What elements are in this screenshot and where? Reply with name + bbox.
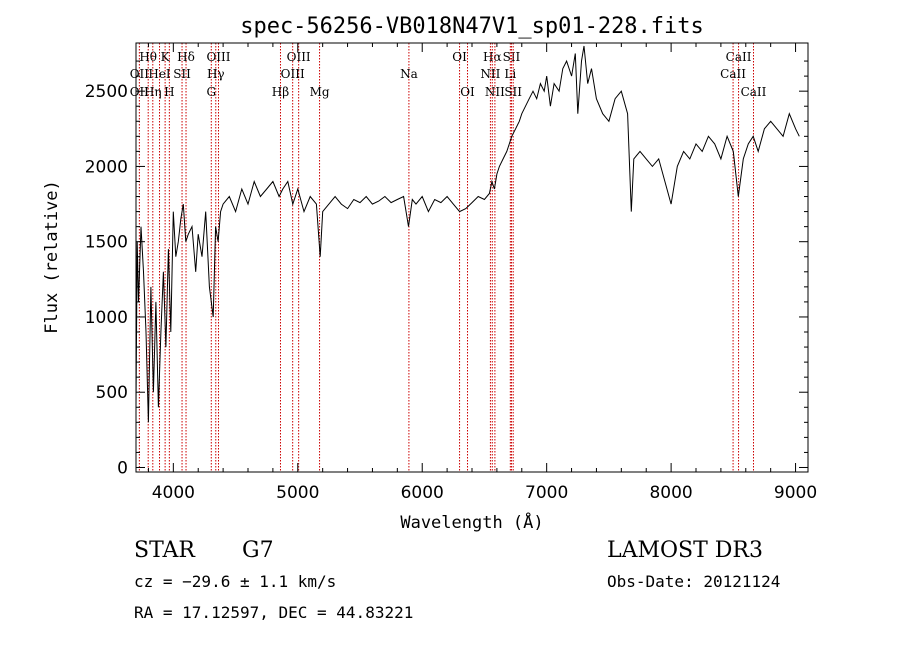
y-tick-label-0: 0 bbox=[117, 458, 128, 478]
y-axis-label: Flux (relative) bbox=[42, 180, 62, 334]
axis-ticks: 4000 5000 6000 7000 8000 9000 0 500 1000 1500 2000… bbox=[85, 43, 817, 503]
marker-label-8: H bbox=[164, 85, 174, 99]
marker-label-13: OIII bbox=[281, 67, 305, 81]
marker-label-3: K bbox=[161, 50, 171, 64]
marker-label-20: SII bbox=[503, 50, 521, 64]
marker-label-24: SII bbox=[504, 85, 522, 99]
marker-label-25: CaII bbox=[726, 50, 752, 64]
object-class: STAR bbox=[134, 538, 195, 563]
observation-date: Obs-Date: 20121124 bbox=[607, 572, 781, 591]
marker-label-4: HeI bbox=[148, 67, 171, 81]
marker-label-7: SII bbox=[173, 67, 191, 81]
marker-label-2: OII bbox=[130, 85, 150, 99]
y-tick-label-5: 2500 bbox=[85, 82, 128, 102]
y-tick-label-3: 1500 bbox=[85, 233, 128, 253]
x-tick-label-0: 4000 bbox=[152, 483, 195, 503]
marker-label-15: Mg bbox=[310, 85, 330, 99]
x-tick-label-5: 9000 bbox=[774, 483, 817, 503]
marker-label-10: Hγ bbox=[207, 67, 225, 81]
x-tick-label-2: 6000 bbox=[401, 483, 444, 503]
marker-label-27: CaII bbox=[741, 85, 767, 99]
x-axis-label: Wavelength (Å) bbox=[400, 511, 543, 533]
marker-label-21: NII bbox=[480, 67, 500, 81]
marker-label-18: OI bbox=[460, 85, 475, 99]
y-tick-label-4: 2000 bbox=[85, 157, 128, 177]
survey-name: LAMOST DR3 bbox=[607, 538, 763, 563]
y-tick-label-2: 1000 bbox=[85, 308, 128, 328]
object-subclass: G7 bbox=[242, 538, 274, 563]
marker-label-22: Li bbox=[504, 67, 516, 81]
marker-label-9: OIII bbox=[206, 50, 230, 64]
marker-label-5: Hη bbox=[144, 85, 162, 99]
marker-label-14: Hβ bbox=[272, 85, 289, 99]
marker-label-0: Hθ bbox=[139, 50, 157, 64]
marker-label-17: OI bbox=[452, 50, 467, 64]
marker-label-12: OIII bbox=[287, 50, 311, 64]
marker-label-1: OII bbox=[130, 67, 150, 81]
y-tick-label-1: 500 bbox=[96, 383, 128, 403]
redshift-value: cz = −29.6 ± 1.1 km/s bbox=[134, 572, 337, 591]
marker-label-23: NII bbox=[485, 85, 505, 99]
x-tick-label-4: 8000 bbox=[649, 483, 692, 503]
line-markers: Hθ OII OII K HeI Hη Hδ SII H OIII Hγ G OIII OIII Hβ Mg N… bbox=[130, 43, 767, 472]
marker-label-6: Hδ bbox=[177, 50, 195, 64]
marker-label-26: CaII bbox=[720, 67, 746, 81]
chart-title: spec-56256-VB018N47V1_sp01-228.fits bbox=[240, 14, 704, 39]
marker-label-11: G bbox=[206, 85, 216, 99]
marker-label-19: Hα bbox=[483, 50, 502, 64]
x-tick-label-1: 5000 bbox=[276, 483, 319, 503]
marker-label-16: Na bbox=[400, 67, 418, 81]
spectrum-line bbox=[135, 45, 800, 423]
coordinates: RA = 17.12597, DEC = 44.83221 bbox=[134, 603, 414, 622]
x-tick-label-3: 7000 bbox=[525, 483, 568, 503]
plot-frame bbox=[135, 42, 809, 473]
